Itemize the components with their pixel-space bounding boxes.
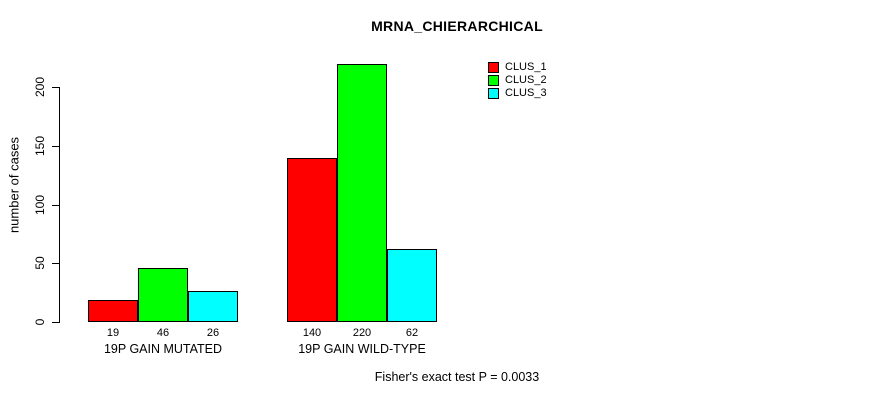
category-label: 19P GAIN MUTATED	[103, 342, 223, 356]
legend: CLUS_1 CLUS_2 CLUS_3	[488, 61, 547, 100]
y-axis-tick-label: 200	[33, 76, 47, 98]
category-label: 19P GAIN WILD-TYPE	[298, 342, 426, 356]
bar-value-label: 26	[206, 327, 220, 339]
legend-entry-clus_3: CLUS_3	[488, 87, 547, 100]
legend-entry-label: CLUS_2	[505, 74, 547, 86]
bar-value-label: 19	[106, 327, 120, 339]
bar-value-label: 46	[156, 327, 170, 339]
bar-clus_2-group2	[337, 63, 387, 322]
bar-clus_3-group1	[188, 291, 238, 322]
bar-clus_2-group1	[138, 267, 188, 322]
bar-clus_1-group1	[88, 299, 138, 322]
y-axis-tick	[52, 204, 59, 206]
y-axis-tick	[52, 263, 59, 265]
y-axis-tick	[52, 145, 59, 147]
y-axis-tick-label: 50	[33, 256, 47, 270]
y-axis-tick	[52, 87, 59, 88]
legend-swatch-icon	[488, 88, 499, 99]
legend-entry-clus_2: CLUS_2	[488, 74, 547, 87]
bar-value-label: 220	[352, 327, 372, 339]
y-axis-tick-label: 0	[33, 318, 47, 326]
y-axis-tick	[52, 322, 59, 323]
chart-title: MRNA_CHIERARCHICAL	[371, 18, 543, 34]
legend-entry-label: CLUS_1	[505, 61, 547, 73]
legend-entry-clus_1: CLUS_1	[488, 61, 547, 74]
bar-value-label: 62	[405, 327, 419, 339]
y-axis-tick-label: 150	[33, 135, 47, 156]
annotation-text: Fisher's exact test P = 0.0033	[374, 370, 540, 384]
bar-value-label: 140	[302, 327, 322, 339]
bar-clus_3-group2	[387, 249, 437, 322]
y-axis-line	[59, 87, 60, 323]
y-axis-label: number of cases	[6, 136, 22, 234]
legend-swatch-icon	[488, 75, 499, 86]
bar-clus_1-group2	[287, 157, 337, 322]
legend-entry-label: CLUS_3	[505, 87, 547, 99]
legend-swatch-icon	[488, 62, 499, 73]
y-axis-tick-label: 100	[33, 194, 47, 215]
